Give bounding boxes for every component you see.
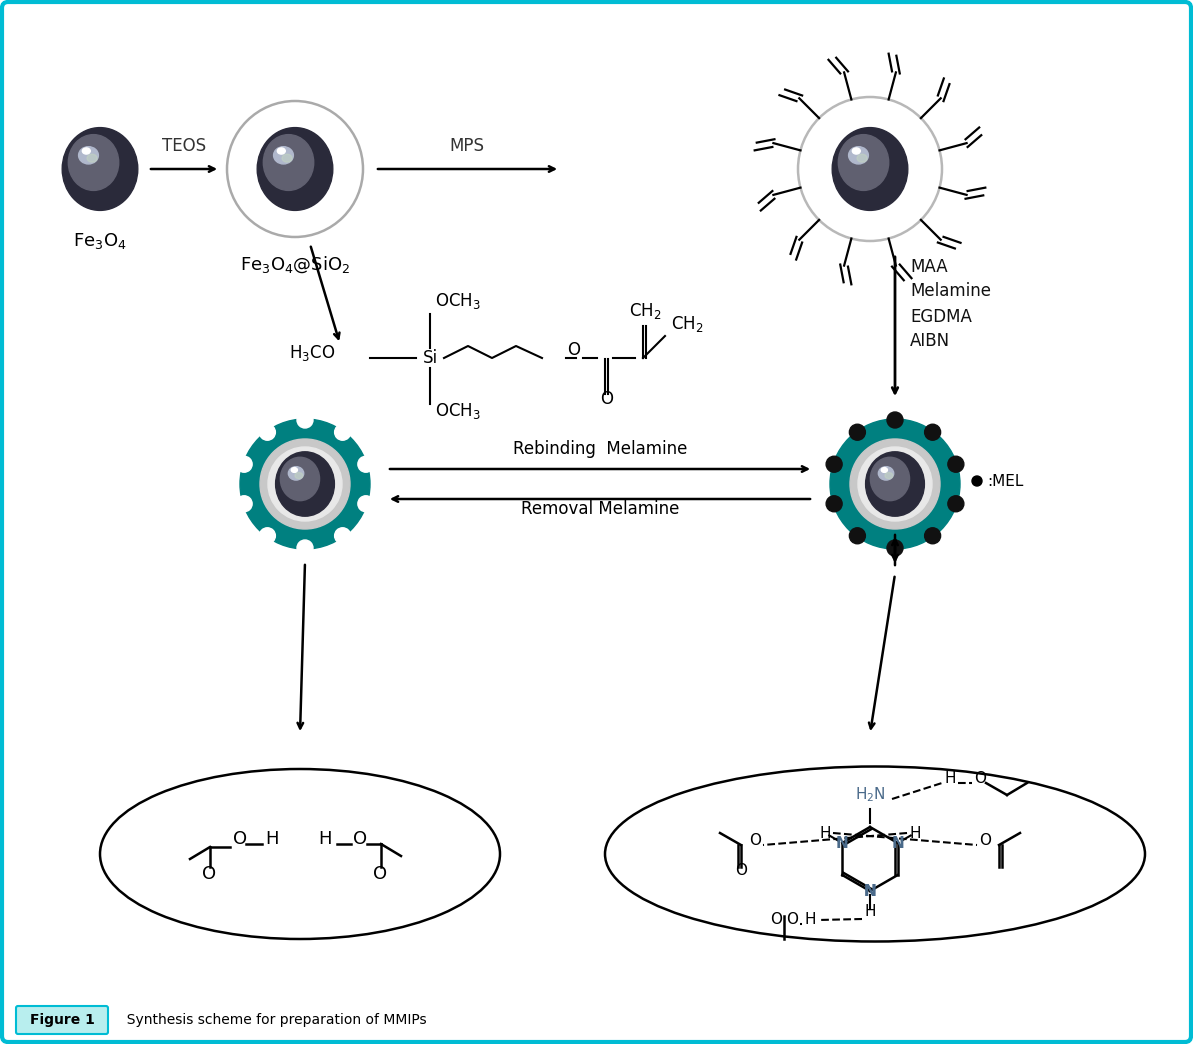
Text: O: O — [233, 830, 247, 848]
Text: O: O — [979, 833, 991, 848]
Ellipse shape — [277, 148, 285, 155]
Text: N: N — [864, 883, 877, 899]
Circle shape — [795, 94, 945, 244]
Circle shape — [259, 424, 276, 441]
Ellipse shape — [857, 155, 867, 162]
Text: H: H — [944, 772, 956, 786]
Ellipse shape — [866, 452, 925, 516]
Text: H: H — [909, 826, 921, 840]
Text: $\mathregular{OCH_3}$: $\mathregular{OCH_3}$ — [435, 401, 481, 421]
Ellipse shape — [258, 127, 333, 211]
Text: O: O — [769, 912, 781, 927]
Ellipse shape — [282, 155, 292, 162]
Text: MPS: MPS — [450, 137, 484, 155]
Ellipse shape — [882, 468, 888, 472]
Text: :MEL: :MEL — [987, 474, 1024, 489]
Ellipse shape — [82, 148, 91, 155]
Ellipse shape — [852, 148, 860, 155]
Text: Synthesis scheme for preparation of MMIPs: Synthesis scheme for preparation of MMIP… — [118, 1013, 427, 1027]
Text: $\mathregular{H_2N}$: $\mathregular{H_2N}$ — [854, 785, 885, 804]
Ellipse shape — [871, 457, 909, 501]
Circle shape — [236, 456, 252, 472]
Text: H: H — [265, 830, 278, 848]
Text: O: O — [568, 341, 581, 359]
Text: $\mathregular{OCH_3}$: $\mathregular{OCH_3}$ — [435, 291, 481, 311]
Circle shape — [830, 419, 960, 549]
Ellipse shape — [273, 146, 293, 164]
Circle shape — [849, 424, 865, 441]
Circle shape — [358, 496, 373, 512]
Circle shape — [849, 528, 865, 544]
Text: $\mathregular{Fe_3O_4@SiO_2}$: $\mathregular{Fe_3O_4@SiO_2}$ — [240, 254, 351, 275]
Ellipse shape — [264, 135, 314, 190]
Text: Figure 1: Figure 1 — [30, 1013, 94, 1027]
Text: O: O — [600, 390, 613, 408]
Circle shape — [227, 101, 363, 237]
FancyBboxPatch shape — [16, 1006, 109, 1034]
Circle shape — [297, 412, 313, 428]
Text: O: O — [202, 865, 216, 883]
Text: O: O — [786, 912, 798, 927]
Circle shape — [358, 456, 373, 472]
Ellipse shape — [87, 155, 97, 162]
Text: N: N — [836, 835, 848, 851]
Ellipse shape — [289, 467, 304, 480]
Ellipse shape — [276, 452, 334, 516]
Text: MAA
Melamine
EGDMA
AIBN: MAA Melamine EGDMA AIBN — [910, 258, 991, 351]
Circle shape — [858, 447, 932, 521]
Text: N: N — [864, 883, 877, 899]
Circle shape — [925, 528, 940, 544]
Circle shape — [849, 438, 940, 529]
Ellipse shape — [295, 473, 303, 479]
Text: Rebinding  Melamine: Rebinding Melamine — [513, 440, 687, 458]
Ellipse shape — [68, 135, 119, 190]
Ellipse shape — [833, 127, 908, 211]
Circle shape — [236, 496, 252, 512]
Ellipse shape — [79, 146, 98, 164]
Text: H: H — [864, 904, 876, 919]
Ellipse shape — [878, 467, 894, 480]
Ellipse shape — [62, 127, 138, 211]
Text: Si: Si — [422, 349, 438, 367]
Text: H: H — [820, 826, 830, 840]
Circle shape — [268, 447, 342, 521]
Ellipse shape — [839, 135, 889, 190]
Circle shape — [231, 411, 378, 557]
Ellipse shape — [291, 468, 297, 472]
Text: $\mathregular{Fe_3O_4}$: $\mathregular{Fe_3O_4}$ — [73, 231, 126, 251]
Text: $\mathregular{CH_2}$: $\mathregular{CH_2}$ — [670, 314, 704, 334]
Ellipse shape — [848, 146, 869, 164]
Circle shape — [826, 496, 842, 512]
Text: $\mathregular{H_3CO}$: $\mathregular{H_3CO}$ — [289, 343, 335, 363]
Circle shape — [334, 528, 351, 544]
Circle shape — [297, 540, 313, 556]
Text: N: N — [891, 835, 904, 851]
Circle shape — [888, 540, 903, 556]
Circle shape — [334, 424, 351, 441]
Ellipse shape — [885, 473, 892, 479]
Circle shape — [826, 456, 842, 472]
Circle shape — [259, 528, 276, 544]
Text: Removal Melamine: Removal Melamine — [521, 500, 679, 518]
Text: O: O — [749, 833, 761, 848]
Circle shape — [888, 412, 903, 428]
Circle shape — [972, 476, 982, 487]
Circle shape — [240, 419, 370, 549]
Text: H: H — [319, 830, 332, 848]
Ellipse shape — [280, 457, 320, 501]
Text: O: O — [373, 865, 387, 883]
Circle shape — [260, 438, 350, 529]
Text: H: H — [804, 912, 816, 927]
Circle shape — [948, 456, 964, 472]
Text: O: O — [973, 772, 985, 786]
Circle shape — [948, 496, 964, 512]
Text: O: O — [353, 830, 367, 848]
Text: O: O — [735, 863, 747, 878]
Circle shape — [822, 411, 968, 557]
Text: TEOS: TEOS — [162, 137, 206, 155]
Circle shape — [925, 424, 940, 441]
Text: $\mathregular{CH_2}$: $\mathregular{CH_2}$ — [629, 301, 661, 321]
